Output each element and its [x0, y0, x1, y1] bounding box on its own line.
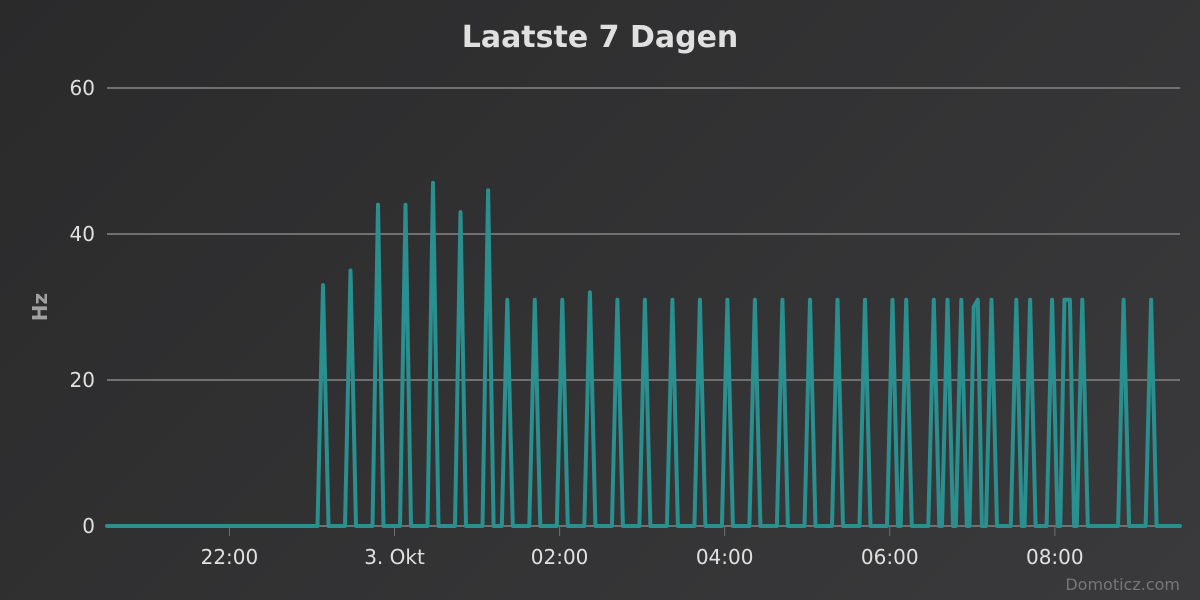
x-tick-label: 08:00 [1026, 545, 1084, 569]
credits-link[interactable]: Domoticz.com [1065, 575, 1180, 594]
y-tick-label: 0 [82, 514, 95, 538]
chart-title: Laatste 7 Dagen [462, 20, 739, 55]
y-tick-label: 60 [70, 76, 95, 100]
x-tick-label: 02:00 [531, 545, 589, 569]
y-tick-label: 40 [70, 222, 95, 246]
x-tick-label: 04:00 [696, 545, 754, 569]
series-line-0 [105, 180, 1182, 528]
x-tick-label: 22:00 [201, 545, 259, 569]
x-tick-label: 06:00 [861, 545, 919, 569]
series-group [105, 180, 1182, 528]
y-tick-label: 20 [70, 368, 95, 392]
y-axis-title: Hz [28, 293, 52, 321]
y-axis-ticks: 0 20 40 60 [70, 76, 95, 538]
x-tick-label: 3. Okt [364, 545, 425, 569]
x-axis: 22:00 3. Okt 02:00 04:00 06:00 08:00 [107, 525, 1180, 569]
